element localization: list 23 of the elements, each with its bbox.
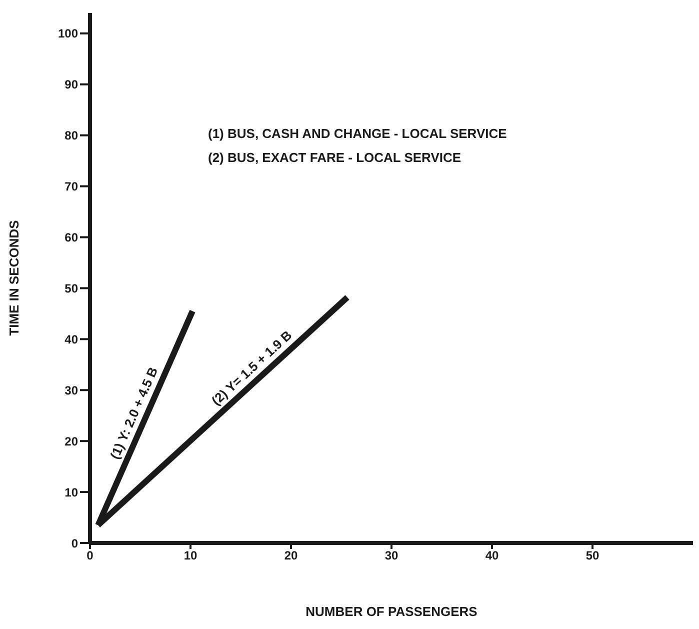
text: (2) Y= 1.5 + 1.9 B bbox=[208, 328, 295, 408]
y-tick-label: 0 bbox=[71, 536, 78, 550]
y-tick-label: 20 bbox=[64, 434, 78, 448]
x-tick-label: 30 bbox=[384, 548, 398, 563]
y-tick-label: 40 bbox=[64, 332, 78, 346]
x-tick-label: 0 bbox=[86, 548, 94, 563]
y-tick-label: 80 bbox=[64, 128, 78, 143]
x-tick-label: 40 bbox=[485, 548, 499, 563]
y-tick-label: 50 bbox=[64, 281, 78, 296]
y-tick-label: 70 bbox=[64, 180, 78, 194]
x-tick-label: 20 bbox=[284, 548, 298, 563]
y-tick-label: 100 bbox=[58, 26, 78, 41]
x-axis-title: NUMBER OF PASSENGERS bbox=[306, 604, 478, 619]
x-tick-label: 50 bbox=[586, 548, 600, 563]
y-axis-title: TIME IN SECONDS bbox=[6, 220, 22, 336]
y-tick-label: 10 bbox=[64, 485, 78, 500]
text: (1) Y: 2.0 + 4.5 B bbox=[107, 364, 161, 462]
y-tick-label: 30 bbox=[64, 383, 78, 398]
y-tick-label: 60 bbox=[64, 230, 78, 244]
y-tick-label: 90 bbox=[64, 78, 78, 92]
annotation: (2) BUS, EXACT FARE - LOCAL SERVICE bbox=[208, 150, 462, 165]
annotation: (1) BUS, CASH AND CHANGE - LOCAL SERVICE bbox=[208, 126, 508, 141]
x-tick-label: 10 bbox=[184, 548, 198, 563]
